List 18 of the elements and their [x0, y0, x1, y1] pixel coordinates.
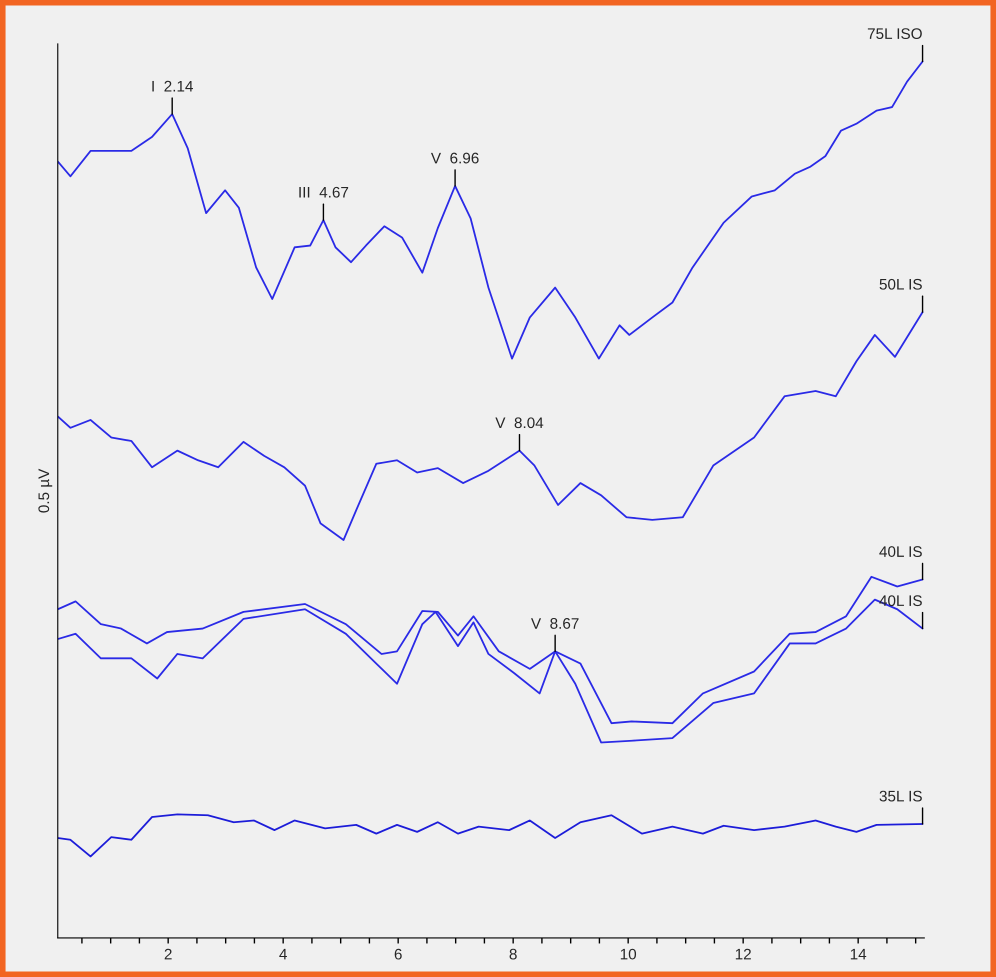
x-tick-label: 6	[394, 948, 402, 960]
series-label: 50L IS	[880, 278, 922, 290]
x-tick-label: 14	[850, 948, 866, 960]
annotation: I 2.14	[152, 80, 193, 92]
x-tick-label: 4	[279, 948, 287, 960]
x-tick-label: 12	[736, 948, 751, 960]
x-tick-label: 2	[164, 948, 172, 960]
annotation: V 6.96	[430, 152, 479, 164]
annotation: V 8.67	[531, 618, 579, 629]
annotation: III 4.67	[299, 186, 348, 198]
x-tick-label: 10	[620, 948, 636, 960]
series-label: 75L ISO	[868, 28, 922, 40]
y-axis-title: 0.5 µV	[38, 468, 52, 513]
series-label: 35L IS	[880, 790, 922, 802]
x-tick-label: 8	[510, 948, 517, 960]
series-label: 40L IS	[879, 546, 922, 557]
annotation: V 8.04	[495, 417, 544, 428]
series-label: 40L IS	[879, 595, 922, 606]
